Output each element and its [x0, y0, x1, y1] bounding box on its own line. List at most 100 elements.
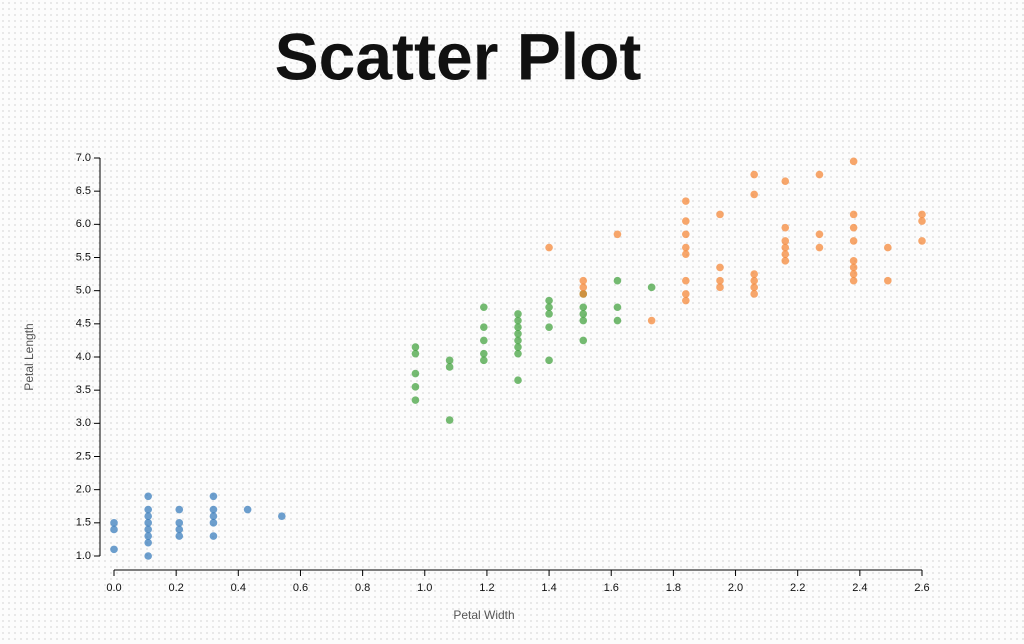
point: [209, 505, 218, 514]
point: [579, 310, 588, 318]
point: [781, 257, 790, 265]
point: [849, 157, 858, 166]
point: [781, 177, 790, 186]
point: [647, 283, 656, 292]
point: [514, 310, 522, 318]
point: [480, 303, 488, 312]
point: [514, 376, 522, 385]
point: [480, 336, 488, 345]
point: [445, 363, 454, 371]
x-tick-label: 0.4: [231, 582, 246, 594]
point: [110, 519, 118, 527]
y-tick-label: 6.5: [76, 185, 91, 197]
x-tick-label: 1.8: [666, 582, 681, 594]
point: [209, 532, 218, 540]
point: [110, 545, 118, 554]
point: [682, 243, 690, 252]
point: [411, 369, 420, 378]
x-tick-label: 2.0: [728, 582, 743, 594]
point: [849, 276, 858, 285]
x-tick-label: 0.8: [355, 582, 370, 594]
point: [884, 276, 892, 285]
y-tick-label: 7.0: [76, 152, 91, 164]
y-tick-label: 2.0: [76, 484, 91, 496]
point: [514, 349, 522, 358]
point: [445, 356, 454, 365]
point: [815, 243, 824, 252]
x-tick-label: 1.2: [479, 582, 494, 594]
point: [144, 512, 152, 520]
point: [411, 343, 420, 351]
y-tick-label: 2.5: [76, 450, 91, 462]
y-tick-label: 1.0: [76, 550, 91, 562]
y-tick-label: 1.5: [76, 517, 91, 529]
x-tick-label: 0.0: [106, 582, 121, 594]
y-tick-label: 3.0: [76, 417, 91, 429]
x-axis-label: Petal Width: [453, 608, 514, 622]
point: [613, 276, 622, 285]
point: [480, 323, 488, 331]
point: [144, 519, 152, 527]
point: [144, 552, 152, 560]
point: [918, 237, 926, 245]
point: [750, 170, 758, 179]
point: [411, 383, 420, 391]
point: [579, 283, 588, 292]
point: [144, 492, 152, 501]
point: [545, 323, 553, 331]
y-axis-label: Petal Length: [22, 323, 36, 390]
point: [750, 270, 758, 278]
point: [480, 356, 488, 365]
point: [514, 329, 522, 338]
x-tick-label: 2.6: [914, 582, 929, 594]
point: [750, 190, 758, 199]
point: [579, 316, 588, 325]
point: [849, 257, 858, 265]
point: [514, 343, 522, 351]
point: [411, 396, 420, 404]
point: [545, 310, 553, 318]
point: [716, 210, 724, 219]
point: [918, 210, 926, 219]
point: [110, 525, 118, 534]
point: [815, 170, 824, 179]
point: [579, 303, 588, 312]
point: [849, 270, 858, 278]
point: [781, 223, 790, 232]
point: [514, 316, 522, 325]
x-tick-label: 1.6: [604, 582, 619, 594]
point: [750, 290, 758, 298]
point: [579, 276, 588, 285]
point: [545, 296, 553, 305]
point: [647, 316, 656, 325]
point: [175, 519, 184, 527]
x-tick-label: 0.2: [169, 582, 184, 594]
point: [682, 197, 690, 205]
point: [144, 538, 152, 547]
point: [682, 217, 690, 225]
point: [682, 296, 690, 305]
point: [579, 336, 588, 345]
point: [750, 283, 758, 292]
point: [750, 276, 758, 285]
point: [144, 532, 152, 540]
point: [716, 283, 724, 292]
x-tick-label: 2.4: [852, 582, 867, 594]
x-tick-label: 1.4: [541, 582, 556, 594]
point: [175, 532, 184, 540]
point: [579, 290, 588, 298]
point: [545, 356, 553, 365]
point: [613, 303, 622, 312]
point: [781, 243, 790, 252]
point: [682, 230, 690, 239]
point: [144, 525, 152, 534]
point: [716, 263, 724, 272]
point: [545, 303, 553, 312]
point: [209, 492, 218, 501]
point: [849, 263, 858, 272]
y-tick-label: 6.0: [76, 218, 91, 230]
point: [209, 519, 218, 527]
point: [278, 512, 286, 520]
point: [613, 230, 622, 239]
